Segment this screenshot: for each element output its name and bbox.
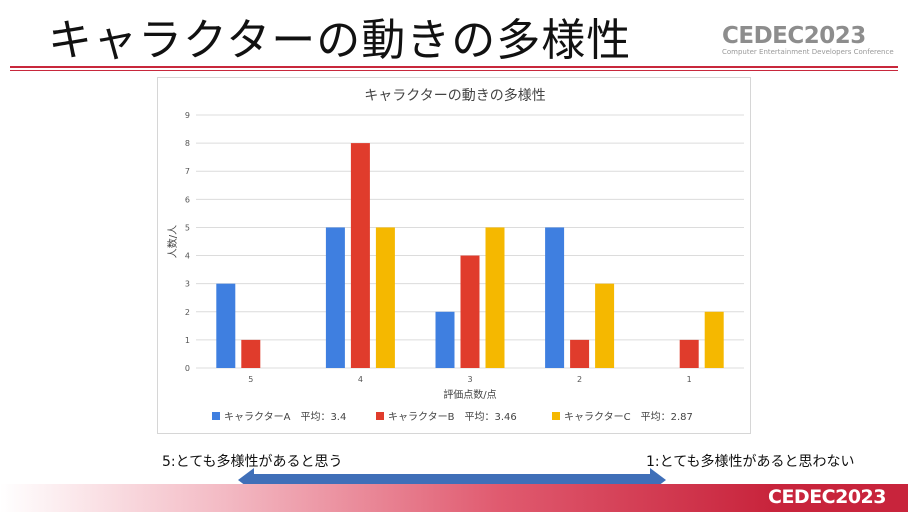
bar <box>595 283 615 368</box>
chart-labels: キャラクターの動きの多様性 0 1 2 3 4 5 6 7 8 9 5 4 3 2 1 評価点数/点 人数/人キャ… <box>166 87 693 423</box>
x-tick-label: 5 <box>248 375 253 384</box>
footer-logo: CEDEC2023 <box>768 486 887 508</box>
scale-label-right: 1:とても多様性があると思わない <box>646 454 855 470</box>
title-rule <box>10 66 898 68</box>
bar <box>241 339 261 368</box>
bar <box>704 311 724 368</box>
y-tick-label: 7 <box>185 167 190 176</box>
y-tick-label: 8 <box>185 139 190 148</box>
chart-title: キャラクターの動きの多様性 <box>364 87 545 104</box>
legend-swatch <box>212 412 220 420</box>
y-tick-label: 5 <box>185 223 190 232</box>
bars <box>216 143 724 368</box>
bar <box>325 227 345 368</box>
footer-bar: CEDEC2023 <box>0 484 908 512</box>
y-tick-label: 3 <box>185 280 190 289</box>
legend-swatch <box>376 412 384 420</box>
bar <box>545 227 565 368</box>
cedec-logo: CEDEC2023 Computer Entertainment Develop… <box>722 23 894 60</box>
title-rule-thin <box>10 70 898 71</box>
legend-entry: キャラクターC 平均：2.87 <box>564 411 693 423</box>
y-tick-label: 2 <box>185 308 190 317</box>
y-tick-label: 0 <box>185 364 190 373</box>
y-tick-label: 9 <box>185 111 190 120</box>
y-tick-label: 1 <box>185 336 190 345</box>
logo-subtitle: Computer Entertainment Developers Confer… <box>722 48 894 56</box>
x-tick-label: 4 <box>358 375 363 384</box>
legend-entry: キャラクターB 平均：3.46 <box>388 411 517 423</box>
y-tick-label: 4 <box>185 252 190 261</box>
y-tick-label: 6 <box>185 195 190 204</box>
bar <box>460 255 480 368</box>
x-axis-label: 評価点数/点 <box>443 388 496 401</box>
bar <box>679 339 699 368</box>
legend-swatch <box>552 412 560 420</box>
scale-label-left: 5:とても多様性があると思う <box>162 454 343 470</box>
bar <box>485 227 505 368</box>
slide-title: キャラクターの動きの多様性 <box>48 15 632 66</box>
legend-entry: キャラクターA 平均：3.4 <box>224 411 346 423</box>
x-tick-label: 1 <box>687 375 692 384</box>
bar <box>435 311 455 368</box>
chart-svg: キャラクターの動きの多様性 0 1 2 3 4 5 6 7 8 9 5 4 3 2 1 評価点数/点 人数/人キャ… <box>166 87 744 423</box>
x-tick-label: 3 <box>467 375 472 384</box>
bar <box>375 227 395 368</box>
bar <box>350 143 370 368</box>
logo-text: CEDEC2023 <box>722 23 866 49</box>
bar <box>570 339 590 368</box>
bar <box>216 283 236 368</box>
bar-chart: キャラクターの動きの多様性 0 1 2 3 4 5 6 7 8 9 5 4 3 2 1 評価点数/点 人数/人キャ… <box>157 77 751 434</box>
y-axis-label: 人数/人 <box>166 225 179 258</box>
x-tick-label: 2 <box>577 375 582 384</box>
